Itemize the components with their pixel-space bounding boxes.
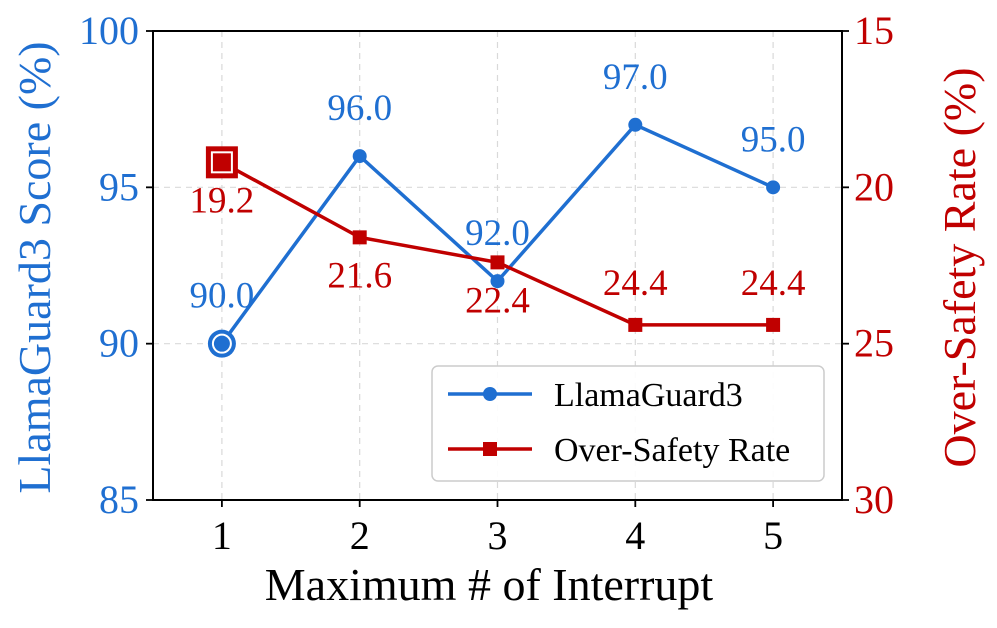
marker-llamaguard3 xyxy=(628,117,643,132)
right-tick-label: 15 xyxy=(854,8,894,53)
highlight-marker-over-safety-rate xyxy=(205,146,238,179)
axes: 1 2 3 4 5 85 90 95 100 15 20 25 30 Maximum # of Inter… xyxy=(9,8,985,610)
legend-label-llamaguard3: LlamaGuard3 xyxy=(554,377,743,414)
data-label-over-safety-rate: 22.4 xyxy=(465,280,530,321)
data-label-llamaguard3: 95.0 xyxy=(741,119,806,160)
data-labels: 90.0 96.0 92.0 97.0 95.0 19.2 21.6 22.4 24.4 24.4 xyxy=(190,57,806,322)
data-label-llamaguard3: 92.0 xyxy=(465,213,530,254)
x-axis-label: Maximum # of Interrupt xyxy=(265,559,714,610)
legend-marker-over-safety-rate xyxy=(483,442,497,456)
data-label-llamaguard3: 90.0 xyxy=(190,276,255,317)
data-label-over-safety-rate: 24.4 xyxy=(741,263,806,304)
data-label-over-safety-rate: 21.6 xyxy=(327,255,392,296)
highlight-ring-llamaguard3 xyxy=(211,333,232,354)
x-tick-label: 1 xyxy=(212,513,232,558)
marker-llamaguard3 xyxy=(490,274,505,289)
right-tick-label: 20 xyxy=(854,164,894,209)
x-tick-label: 2 xyxy=(350,513,370,558)
marker-llamaguard3 xyxy=(766,180,781,195)
marker-llamaguard3 xyxy=(352,149,367,164)
legend-marker-llamaguard3 xyxy=(483,387,497,401)
legend-label-over-safety-rate: Over-Safety Rate xyxy=(554,432,790,469)
right-axis-label: Over-Safety Rate (%) xyxy=(934,67,985,467)
left-tick-label: 95 xyxy=(99,164,139,209)
x-tick-label: 5 xyxy=(763,513,783,558)
marker-over-safety-rate xyxy=(766,317,781,332)
left-tick-label: 85 xyxy=(99,477,139,522)
series xyxy=(205,117,781,358)
marker-over-safety-rate xyxy=(628,317,643,332)
left-tick-label: 90 xyxy=(99,321,139,366)
data-label-over-safety-rate: 19.2 xyxy=(190,180,255,221)
data-label-llamaguard3: 97.0 xyxy=(603,57,668,98)
data-label-llamaguard3: 96.0 xyxy=(327,88,392,129)
marker-over-safety-rate xyxy=(352,230,367,245)
legend: LlamaGuard3 Over-Safety Rate xyxy=(431,365,825,482)
highlight-ring-over-safety-rate xyxy=(210,151,233,174)
x-tick-label: 4 xyxy=(625,513,645,558)
left-axis-label: LlamaGuard3 Score (%) xyxy=(9,41,60,493)
marker-over-safety-rate xyxy=(490,255,505,270)
data-label-over-safety-rate: 24.4 xyxy=(603,263,668,304)
right-tick-label: 25 xyxy=(854,321,894,366)
right-tick-label: 30 xyxy=(854,477,894,522)
x-tick-label: 3 xyxy=(488,513,508,558)
left-tick-label: 100 xyxy=(79,8,139,53)
